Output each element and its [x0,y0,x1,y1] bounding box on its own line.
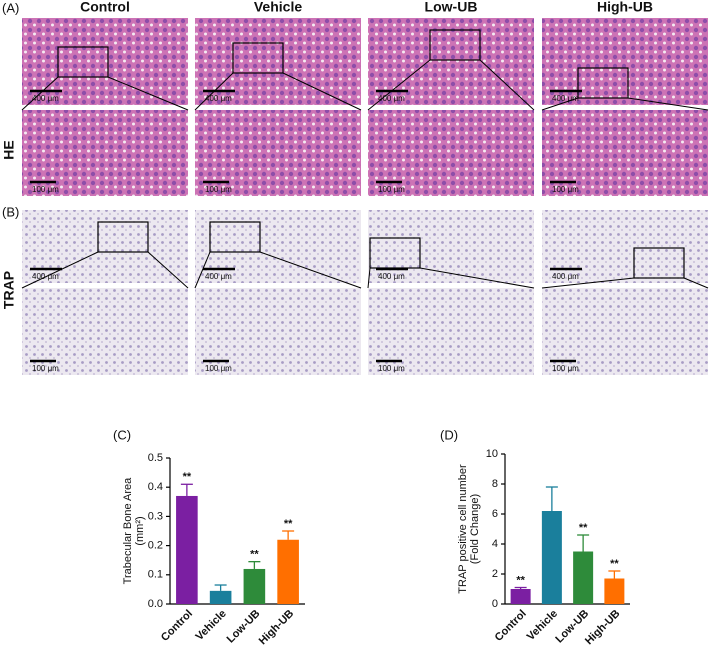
panel-label: (A) [2,0,19,15]
row-label: HE [1,140,17,159]
column-header: Control [80,0,130,15]
scale-label: 400 μm [32,94,59,103]
zoom-line [147,251,189,289]
zoom-box [429,29,481,61]
column-header: High-UB [597,0,653,15]
column-header: Vehicle [254,0,302,15]
zoom-box [57,46,109,78]
zoom-line [259,251,362,289]
y-axis-label: Trabecular Bone Area [122,477,134,584]
bar [541,511,562,604]
y-axis-label: (Fold Change) [469,494,481,564]
panel-label: (D) [440,427,458,442]
error-bar [282,530,295,540]
y-axis-label: (mm²) [134,516,146,545]
y-tick-label: 8 [492,478,498,490]
error-bar [514,586,527,589]
y-tick-label: 0.2 [148,540,163,552]
bar [277,539,299,604]
scale-label: 400 μm [205,94,232,103]
x-tick-label: Control [493,608,529,644]
zoom-line [194,251,211,289]
scale-label: 100 μm [552,364,579,373]
bar [209,590,232,604]
bar [176,495,198,604]
significance: ** [183,471,192,483]
error-bar [180,483,193,496]
y-tick-label: 6 [492,508,498,520]
x-tick-label: Vehicle [194,608,229,643]
x-tick-label: High-UB [583,608,623,648]
bar [604,578,625,604]
zoom-line [541,277,635,289]
row-label: TRAP [1,271,17,309]
x-tick-label: High-UB [257,608,297,648]
y-axis-label: TRAP positive cell number [457,464,469,594]
micrograph [542,210,708,283]
scale-label: 400 μm [378,94,405,103]
micrograph [368,210,534,283]
bar [510,589,531,604]
zoom-line [194,72,234,111]
significance: ** [284,518,293,530]
zoom-line [282,72,362,111]
bar [243,568,266,604]
zoom-box [577,67,629,99]
zoom-line [367,267,371,289]
zoom-line [541,97,579,111]
error-bar [608,570,621,579]
x-tick-label: Control [159,608,195,644]
zoom-box [232,42,284,74]
scale-label: 100 μm [378,185,405,194]
scale-label: 400 μm [205,272,232,281]
y-tick-label: 2 [492,568,498,580]
zoom-line [627,97,709,111]
y-tick-label: 0.5 [148,452,163,464]
scale-label: 400 μm [552,272,579,281]
zoom-box [633,247,685,279]
scale-label: 100 μm [378,364,405,373]
scale-label: 400 μm [378,272,405,281]
error-bar [214,584,227,591]
significance: ** [250,549,259,561]
zoom-line [419,267,535,289]
y-tick-label: 0.3 [148,510,163,522]
error-bar [545,486,558,511]
y-tick-label: 0.4 [148,481,163,493]
zoom-box [369,237,421,269]
y-tick-label: 4 [492,538,498,550]
zoom-line [21,251,99,289]
zoom-line [107,76,189,111]
significance: ** [516,574,525,586]
column-header: Low-UB [425,0,478,15]
scale-label: 400 μm [552,94,579,103]
y-tick-label: 0.1 [148,569,163,581]
panel-label: (B) [2,204,19,219]
scale-label: 100 μm [32,185,59,194]
panel-label: (C) [113,427,131,442]
y-tick-label: 0.0 [148,598,163,610]
scale-label: 100 μm [552,185,579,194]
bar [573,551,594,604]
significance: ** [579,522,588,534]
zoom-line [683,277,709,289]
zoom-box [209,221,261,253]
significance: ** [610,558,619,570]
zoom-line [479,59,535,111]
zoom-line [367,59,431,111]
y-tick-label: 10 [486,448,498,460]
error-bar [248,561,261,569]
y-tick-label: 0 [492,598,498,610]
scale-label: 100 μm [205,364,232,373]
zoom-line [21,76,59,111]
scale-label: 100 μm [205,185,232,194]
error-bar [577,534,590,552]
scale-label: 100 μm [32,364,59,373]
zoom-box [97,221,149,253]
